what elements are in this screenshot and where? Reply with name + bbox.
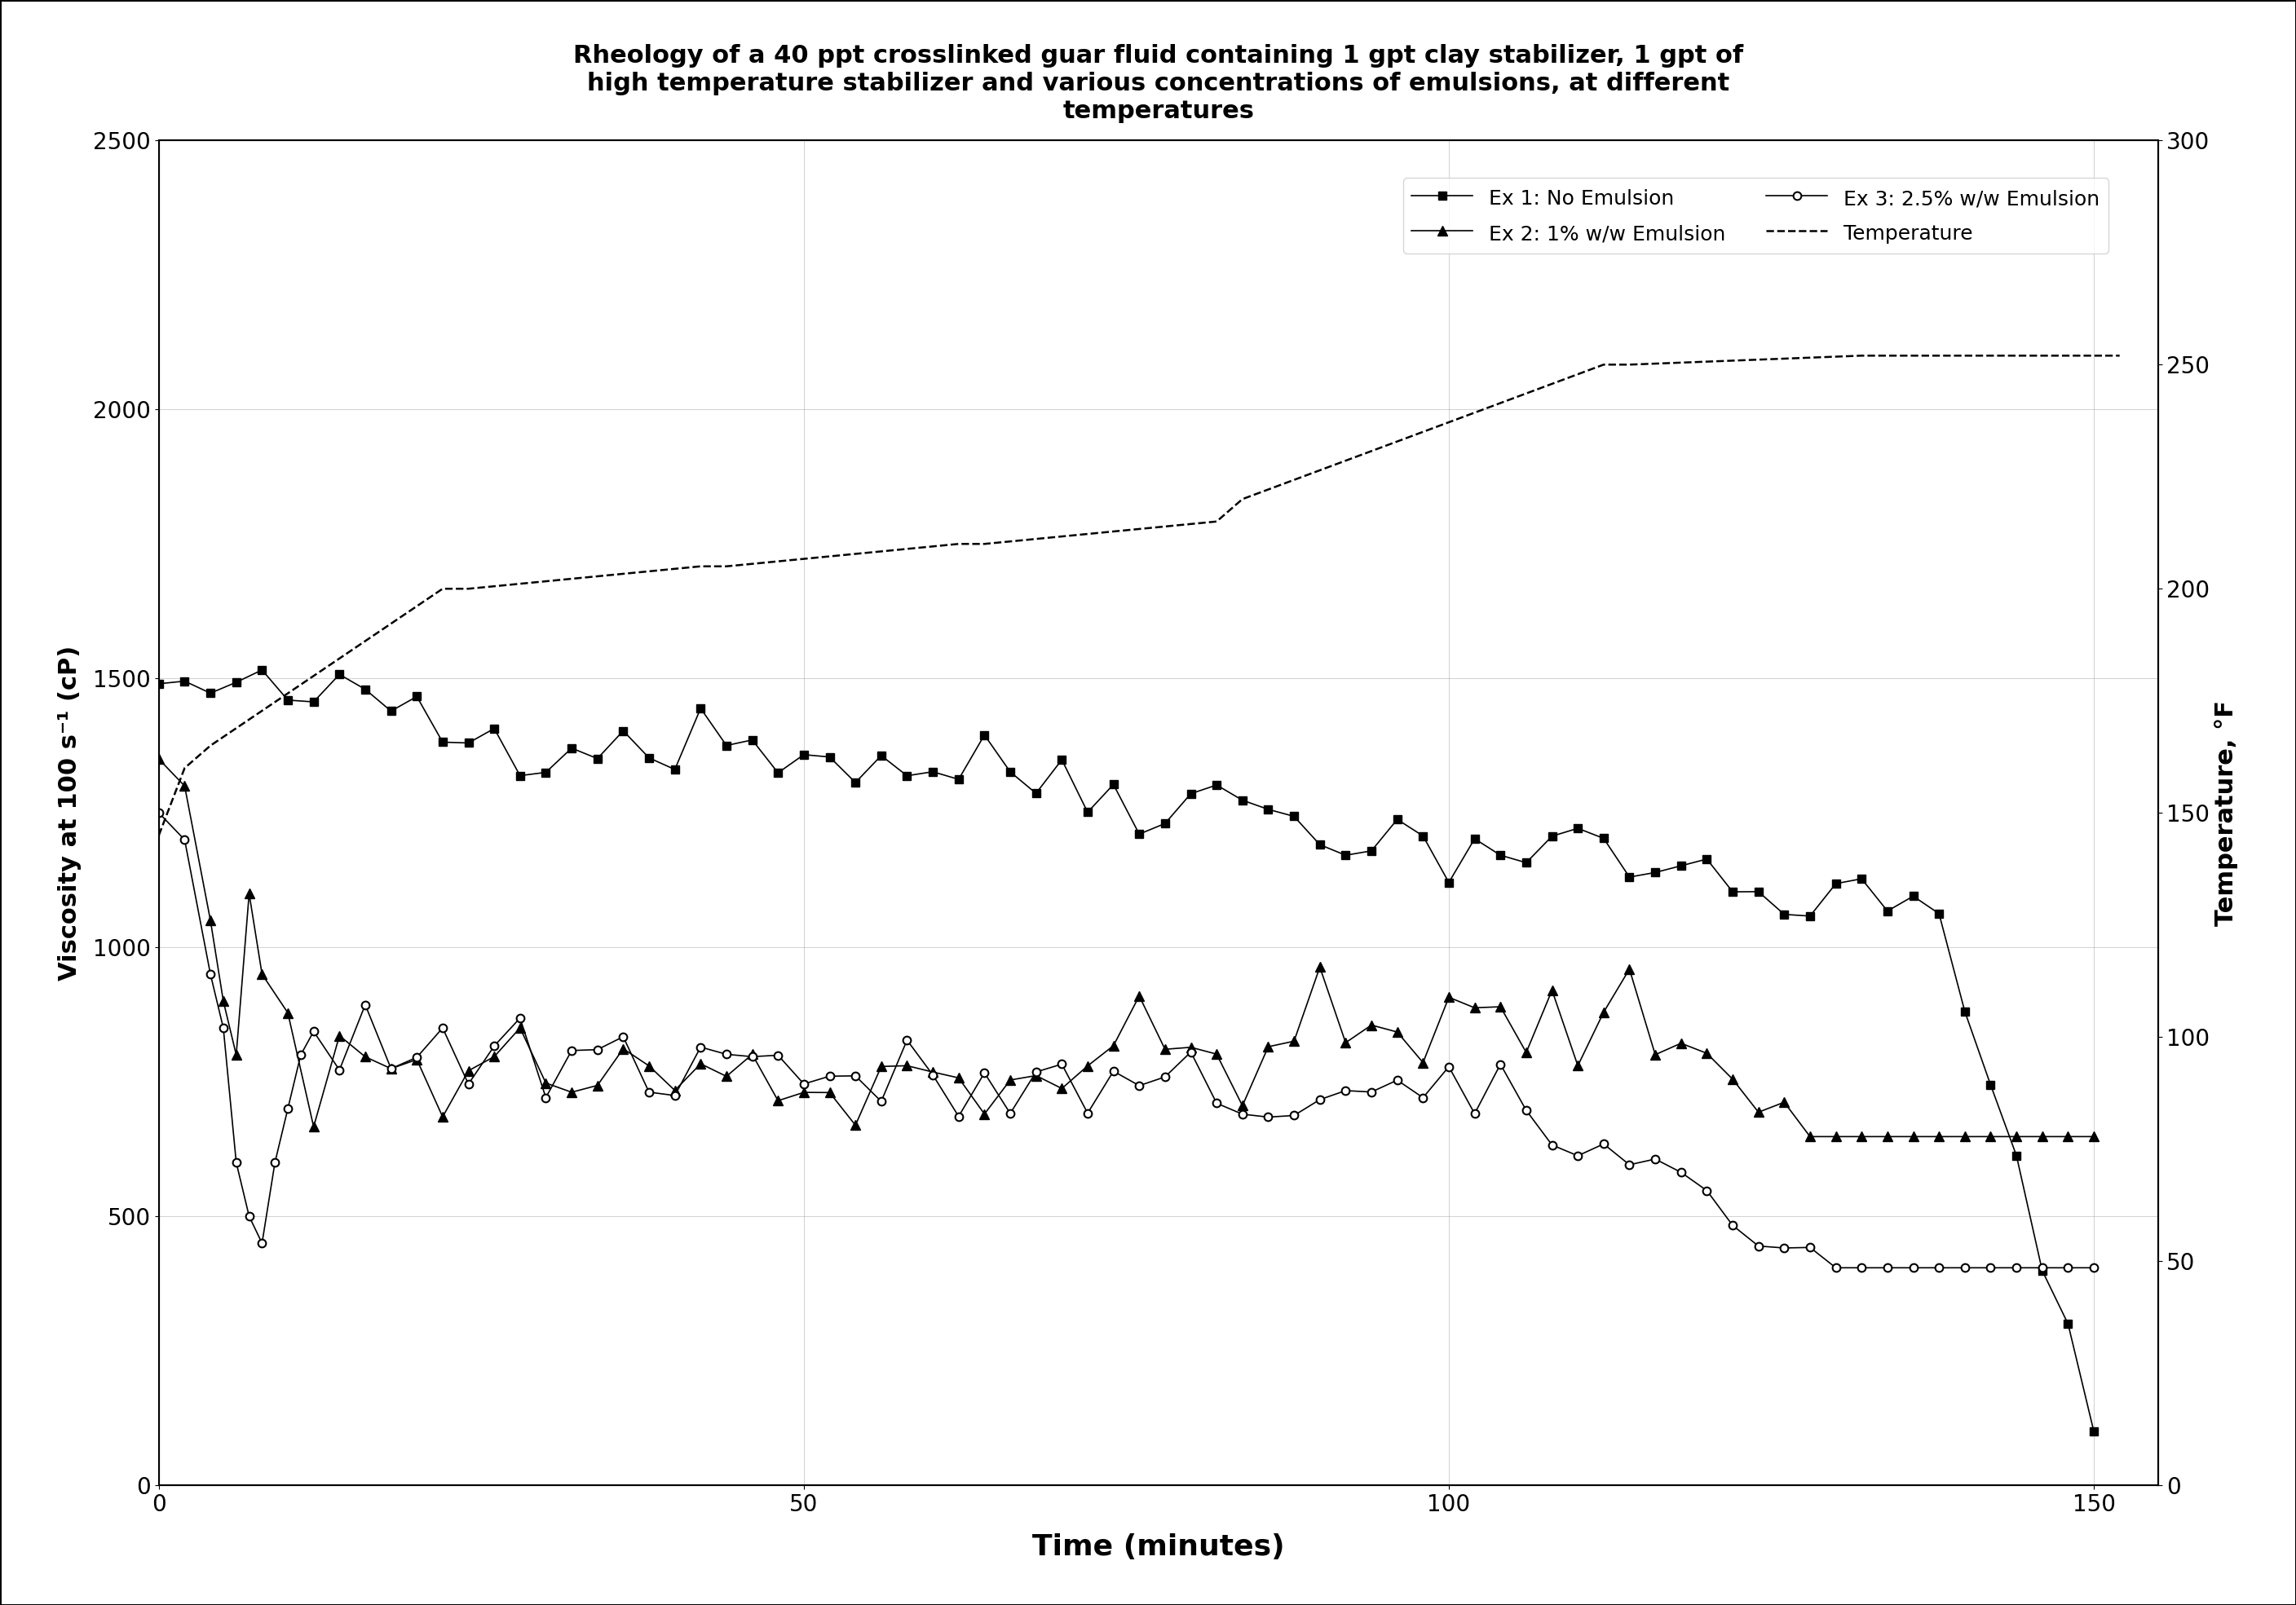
Ex 2: 1% w/w Emulsion: (62, 757): 1% w/w Emulsion: (62, 757) xyxy=(946,1069,974,1088)
Ex 1: No Emulsion: (150, 100): No Emulsion: (150, 100) xyxy=(2080,1422,2108,1441)
Ex 2: 1% w/w Emulsion: (150, 648): 1% w/w Emulsion: (150, 648) xyxy=(2080,1127,2108,1146)
Temperature xyxy=(946,534,974,554)
Ex 3: 2.5% w/w Emulsion: (88, 687): 2.5% w/w Emulsion: (88, 687) xyxy=(1281,1106,1309,1125)
Y-axis label: Temperature, °F: Temperature, °F xyxy=(2213,700,2239,926)
Ex 1: No Emulsion: (98, 1.21e+03): No Emulsion: (98, 1.21e+03) xyxy=(1410,827,1437,846)
Ex 3: 2.5% w/w Emulsion: (94, 731): 2.5% w/w Emulsion: (94, 731) xyxy=(1357,1082,1384,1101)
Ex 2: 1% w/w Emulsion: (106, 805): 1% w/w Emulsion: (106, 805) xyxy=(1513,1043,1541,1063)
Temperature xyxy=(815,547,843,567)
Ex 3: 2.5% w/w Emulsion: (86, 684): 2.5% w/w Emulsion: (86, 684) xyxy=(1254,1107,1281,1127)
Legend: Ex 1: No Emulsion, Ex 2: 1% w/w Emulsion, Ex 3: 2.5% w/w Emulsion, Temperature: Ex 1: No Emulsion, Ex 2: 1% w/w Emulsion… xyxy=(1403,178,2108,254)
Line: Ex 3: 2.5% w/w Emulsion: Ex 3: 2.5% w/w Emulsion xyxy=(154,809,2099,1271)
Temperature xyxy=(2105,347,2133,366)
Ex 3: 2.5% w/w Emulsion: (62, 686): 2.5% w/w Emulsion: (62, 686) xyxy=(946,1107,974,1127)
Ex 1: No Emulsion: (0, 1.49e+03): No Emulsion: (0, 1.49e+03) xyxy=(145,674,172,693)
Line: Temperature: Temperature xyxy=(158,356,2119,835)
X-axis label: Time (minutes): Time (minutes) xyxy=(1033,1533,1286,1560)
Ex 3: 2.5% w/w Emulsion: (134, 404): 2.5% w/w Emulsion: (134, 404) xyxy=(1874,1258,1901,1278)
Ex 3: 2.5% w/w Emulsion: (130, 404): 2.5% w/w Emulsion: (130, 404) xyxy=(1823,1258,1851,1278)
Temperature xyxy=(996,531,1024,551)
Line: Ex 1: No Emulsion: Ex 1: No Emulsion xyxy=(154,666,2099,1435)
Ex 1: No Emulsion: (8, 1.52e+03): No Emulsion: (8, 1.52e+03) xyxy=(248,660,276,679)
Ex 1: No Emulsion: (102, 1.2e+03): No Emulsion: (102, 1.2e+03) xyxy=(1460,830,1488,849)
Temperature xyxy=(1228,490,1256,509)
Ex 3: 2.5% w/w Emulsion: (150, 404): 2.5% w/w Emulsion: (150, 404) xyxy=(2080,1258,2108,1278)
Ex 2: 1% w/w Emulsion: (74, 817): 1% w/w Emulsion: (74, 817) xyxy=(1100,1037,1127,1056)
Ex 1: No Emulsion: (16, 1.48e+03): No Emulsion: (16, 1.48e+03) xyxy=(351,679,379,698)
Title: Rheology of a 40 ppt crosslinked guar fluid containing 1 gpt clay stabilizer, 1 : Rheology of a 40 ppt crosslinked guar fl… xyxy=(574,45,1743,122)
Ex 1: No Emulsion: (80, 1.29e+03): No Emulsion: (80, 1.29e+03) xyxy=(1178,785,1205,804)
Ex 1: No Emulsion: (122, 1.1e+03): No Emulsion: (122, 1.1e+03) xyxy=(1720,883,1747,902)
Ex 3: 2.5% w/w Emulsion: (100, 778): 2.5% w/w Emulsion: (100, 778) xyxy=(1435,1058,1463,1077)
Ex 2: 1% w/w Emulsion: (22, 685): 1% w/w Emulsion: (22, 685) xyxy=(429,1107,457,1127)
Ex 2: 1% w/w Emulsion: (128, 648): 1% w/w Emulsion: (128, 648) xyxy=(1795,1127,1823,1146)
Ex 2: 1% w/w Emulsion: (0, 1.35e+03): 1% w/w Emulsion: (0, 1.35e+03) xyxy=(145,750,172,769)
Ex 1: No Emulsion: (54, 1.31e+03): No Emulsion: (54, 1.31e+03) xyxy=(843,774,870,793)
Ex 2: 1% w/w Emulsion: (46, 801): 1% w/w Emulsion: (46, 801) xyxy=(739,1045,767,1064)
Temperature xyxy=(533,571,560,591)
Temperature xyxy=(1848,347,1876,366)
Y-axis label: Viscosity at 100 s⁻¹ (cP): Viscosity at 100 s⁻¹ (cP) xyxy=(57,645,83,981)
Ex 3: 2.5% w/w Emulsion: (0, 1.25e+03): 2.5% w/w Emulsion: (0, 1.25e+03) xyxy=(145,802,172,822)
Temperature xyxy=(790,549,817,568)
Line: Ex 2: 1% w/w Emulsion: Ex 2: 1% w/w Emulsion xyxy=(154,754,2099,1141)
Temperature xyxy=(145,825,172,844)
Ex 2: 1% w/w Emulsion: (7, 1.1e+03): 1% w/w Emulsion: (7, 1.1e+03) xyxy=(236,884,264,904)
